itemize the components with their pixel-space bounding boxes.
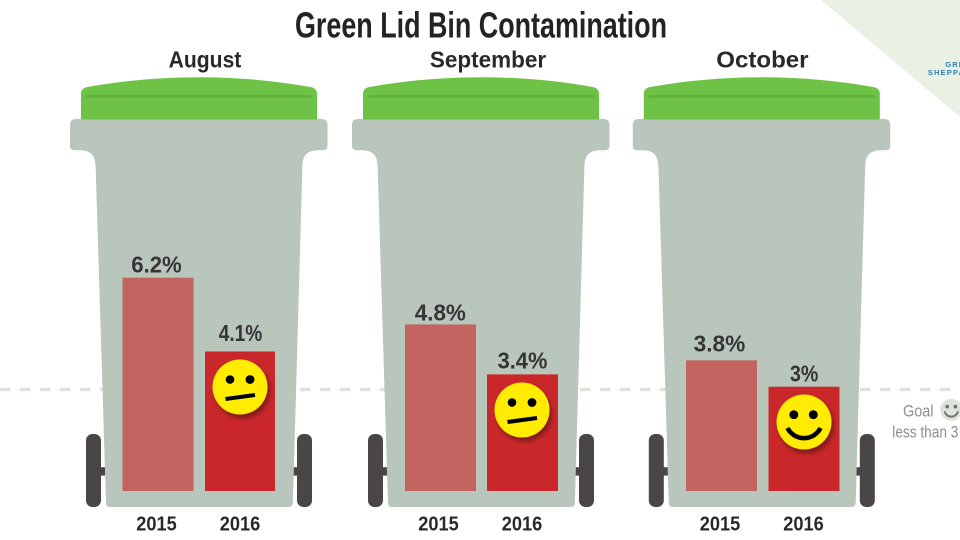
svg-text:August: August bbox=[169, 47, 242, 73]
svg-text:2016: 2016 bbox=[502, 512, 543, 535]
svg-text:SHEPPARTON: SHEPPARTON bbox=[928, 68, 960, 77]
svg-text:GREATER: GREATER bbox=[945, 60, 960, 69]
svg-text:2015: 2015 bbox=[136, 512, 177, 535]
svg-text:2015: 2015 bbox=[700, 512, 741, 535]
svg-text:3.8%: 3.8% bbox=[694, 331, 746, 357]
svg-text:2015: 2015 bbox=[418, 512, 459, 535]
svg-text:2016: 2016 bbox=[783, 512, 824, 535]
svg-text:4.8%: 4.8% bbox=[415, 299, 466, 325]
svg-text:less than 3: less than 3 bbox=[892, 423, 958, 441]
svg-text:3%: 3% bbox=[790, 361, 818, 387]
svg-text:September: September bbox=[430, 47, 546, 73]
svg-text:Green Lid Bin Contamination: Green Lid Bin Contamination bbox=[295, 5, 667, 46]
svg-text:6.2%: 6.2% bbox=[131, 252, 182, 278]
svg-text:4.1%: 4.1% bbox=[219, 320, 263, 346]
svg-text:3.4%: 3.4% bbox=[498, 347, 548, 373]
svg-text:2016: 2016 bbox=[220, 512, 261, 535]
svg-text:October: October bbox=[716, 47, 808, 73]
svg-text:Goal: Goal bbox=[903, 402, 934, 421]
